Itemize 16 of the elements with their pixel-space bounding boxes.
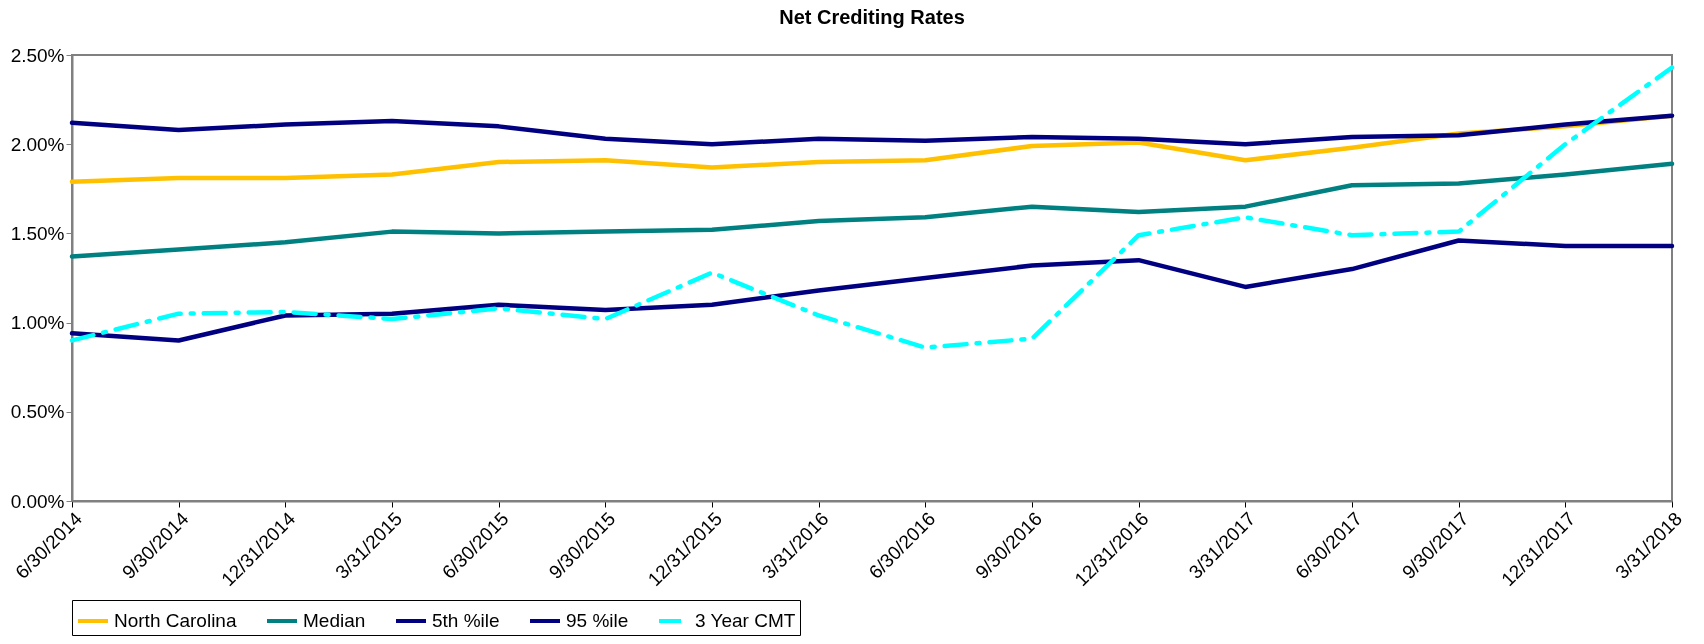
legend-label: 5th %ile <box>432 610 500 631</box>
y-tick-label: 0.50% <box>10 401 65 423</box>
chart-title: Net Crediting Rates <box>779 6 965 28</box>
line-series <box>69 113 1675 147</box>
y-tick-label: 2.50% <box>10 44 65 66</box>
line-series <box>69 161 1675 259</box>
line-series <box>69 65 1675 350</box>
line-series <box>69 238 1675 343</box>
y-tick-label: 2.00% <box>10 133 65 155</box>
y-tick-label: 0.00% <box>10 490 65 512</box>
legend-label: North Carolina <box>114 610 237 631</box>
y-tick-label: 1.00% <box>10 312 65 334</box>
legend-label: 95 %ile <box>566 610 629 631</box>
legend-label: 3 Year CMT <box>695 610 796 631</box>
y-tick-label: 1.50% <box>10 222 65 244</box>
legend-label: Median <box>303 610 366 631</box>
